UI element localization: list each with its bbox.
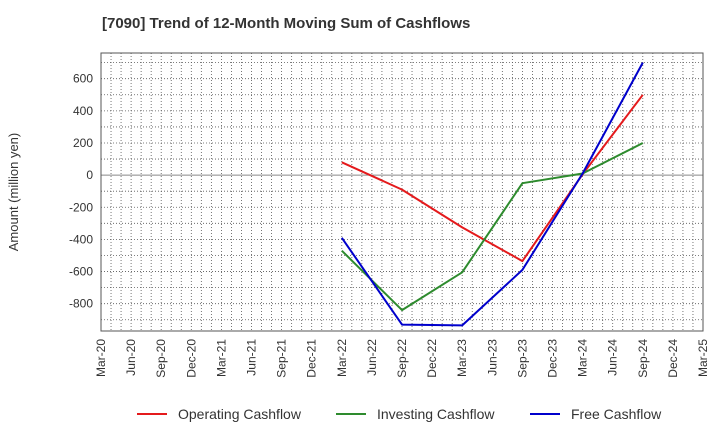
y-tick-label: 400 bbox=[73, 104, 93, 118]
x-tick-label: Sep-21 bbox=[275, 339, 289, 378]
x-tick-label: Mar-25 bbox=[696, 339, 710, 377]
x-tick-label: Sep-24 bbox=[636, 339, 650, 378]
x-tick-label: Jun-20 bbox=[124, 339, 138, 376]
investing-cashflow-line bbox=[341, 142, 644, 312]
x-tick-labels: Mar-20 Jun-20 Sep-20 Dec-20 Mar-21 Jun-21 Sep-… bbox=[94, 339, 710, 378]
y-tick-label: -600 bbox=[69, 265, 93, 279]
x-tick-label: Dec-24 bbox=[666, 339, 680, 378]
operating-cashflow-line bbox=[341, 94, 644, 263]
x-tick-label: Dec-23 bbox=[546, 339, 560, 378]
legend: Operating Cashflow Investing Cashflow Free… bbox=[137, 406, 662, 422]
y-tick-label: 0 bbox=[86, 168, 93, 182]
x-tick-label: Dec-22 bbox=[425, 339, 439, 378]
x-tick-label: Mar-22 bbox=[335, 339, 349, 377]
x-tick-label: Sep-20 bbox=[154, 339, 168, 378]
y-tick-label: 600 bbox=[73, 72, 93, 86]
x-tick-label: Sep-22 bbox=[395, 339, 409, 378]
x-tick-label: Jun-24 bbox=[606, 339, 620, 376]
y-axis-title: Amount (million yen) bbox=[6, 133, 21, 252]
plot-area-frame bbox=[100, 52, 704, 332]
grid-layer bbox=[101, 53, 703, 331]
y-tick-label: -400 bbox=[69, 232, 93, 246]
y-tick-labels: 600 400 200 0 -200 -400 -600 -800 bbox=[69, 72, 93, 311]
x-tick-label: Dec-20 bbox=[184, 339, 198, 378]
chart-title: [7090] Trend of 12-Month Moving Sum of C… bbox=[102, 15, 471, 32]
series-layer bbox=[340, 62, 644, 327]
x-tick-label: Jun-22 bbox=[365, 339, 379, 376]
operating-cashflow-legend-label: Operating Cashflow bbox=[178, 406, 302, 422]
y-tick-label: 200 bbox=[73, 136, 93, 150]
x-tick-label: Dec-21 bbox=[305, 339, 319, 378]
y-tick-label: -800 bbox=[69, 297, 93, 311]
x-tick-label: Mar-23 bbox=[455, 339, 469, 377]
x-tick-label: Mar-21 bbox=[214, 339, 228, 377]
x-tick-label: Jun-21 bbox=[245, 339, 259, 376]
y-tick-label: -200 bbox=[69, 200, 93, 214]
x-tick-label: Jun-23 bbox=[485, 339, 499, 376]
free-cashflow-legend-label: Free Cashflow bbox=[571, 406, 662, 422]
investing-cashflow-legend-label: Investing Cashflow bbox=[377, 406, 495, 422]
x-tick-label: Mar-20 bbox=[94, 339, 108, 377]
free-cashflow-line bbox=[340, 62, 644, 327]
x-tick-label: Sep-23 bbox=[515, 339, 529, 378]
x-tick-label: Mar-24 bbox=[576, 339, 590, 377]
